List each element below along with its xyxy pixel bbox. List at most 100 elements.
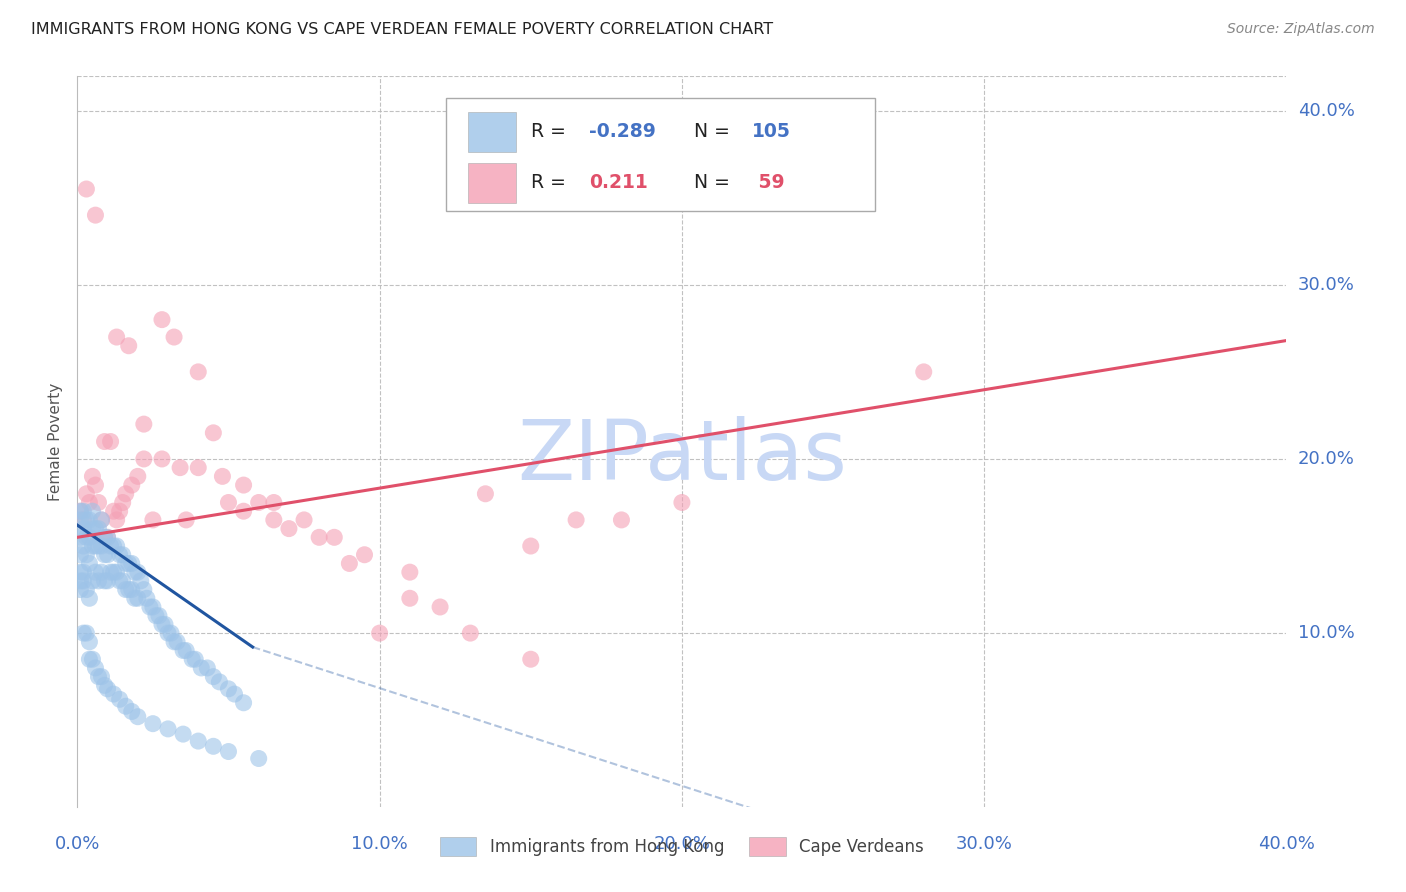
Point [132,452,155,467]
Point [132,417,155,431]
Point [87,574,110,588]
Point [72,539,94,553]
Point [100,539,122,553]
Point [69,530,91,544]
Point [69,504,91,518]
Point [157,626,180,640]
Point [121,582,143,597]
Point [458,626,481,640]
Point [69,574,91,588]
Point [111,495,134,509]
Point [69,565,91,579]
Point [166,635,188,649]
Text: 20.0%: 20.0% [654,835,710,853]
Text: 40.0%: 40.0% [1258,835,1315,853]
Point [118,582,141,597]
Point [520,539,543,553]
Point [72,513,94,527]
Text: Source: ZipAtlas.com: Source: ZipAtlas.com [1227,22,1375,37]
Point [174,513,197,527]
Point [69,504,91,518]
Point [69,582,91,597]
Point [142,513,165,527]
Point [232,478,254,492]
Point [912,365,935,379]
Point [96,530,118,544]
Text: 30.0%: 30.0% [956,835,1012,853]
Point [105,565,128,579]
Point [195,661,218,675]
Point [150,312,173,326]
Point [79,495,101,509]
Text: 105: 105 [752,122,792,141]
Point [208,674,231,689]
Point [108,692,131,706]
Point [211,469,233,483]
Point [263,513,285,527]
Text: 0.211: 0.211 [589,173,648,193]
Point [172,727,194,741]
Point [187,460,209,475]
Point [105,539,128,553]
Point [82,504,104,518]
Point [232,504,254,518]
Point [610,513,633,527]
Point [90,513,112,527]
Text: 30.0%: 30.0% [1298,276,1354,293]
Point [169,460,191,475]
Point [79,652,101,666]
Point [84,661,107,675]
Point [84,478,107,492]
Point [87,670,110,684]
Point [121,705,143,719]
Text: 20.0%: 20.0% [1298,450,1354,468]
Point [145,608,167,623]
Point [202,670,225,684]
Point [111,548,134,562]
Point [184,652,207,666]
Point [111,574,134,588]
Point [100,434,122,449]
Text: N =: N = [695,173,735,193]
Text: N =: N = [695,122,735,141]
Point [84,565,107,579]
Point [96,548,118,562]
Point [127,565,149,579]
Point [75,182,97,196]
Point [368,626,391,640]
Text: ZIPatlas: ZIPatlas [517,416,846,497]
Point [75,626,97,640]
Text: -0.289: -0.289 [589,122,655,141]
Point [218,745,240,759]
Point [84,522,107,536]
Point [163,330,186,344]
Point [520,652,543,666]
Text: IMMIGRANTS FROM HONG KONG VS CAPE VERDEAN FEMALE POVERTY CORRELATION CHART: IMMIGRANTS FROM HONG KONG VS CAPE VERDEA… [31,22,773,37]
Point [218,681,240,696]
Point [75,513,97,527]
Point [69,548,91,562]
Point [323,530,346,544]
Point [174,643,197,657]
Point [105,330,128,344]
Point [127,591,149,606]
Text: R =: R = [531,122,572,141]
Point [72,574,94,588]
Point [124,565,146,579]
Point [124,591,146,606]
Point [163,635,186,649]
Point [79,635,101,649]
Point [103,687,125,701]
Point [100,565,122,579]
Point [150,452,173,467]
Point [127,709,149,723]
Point [75,487,97,501]
Text: 10.0%: 10.0% [1298,624,1354,642]
Point [474,487,496,501]
Point [82,469,104,483]
Point [263,495,285,509]
Text: 0.0%: 0.0% [55,835,100,853]
Point [150,617,173,632]
Point [187,734,209,748]
Text: R =: R = [531,173,578,193]
